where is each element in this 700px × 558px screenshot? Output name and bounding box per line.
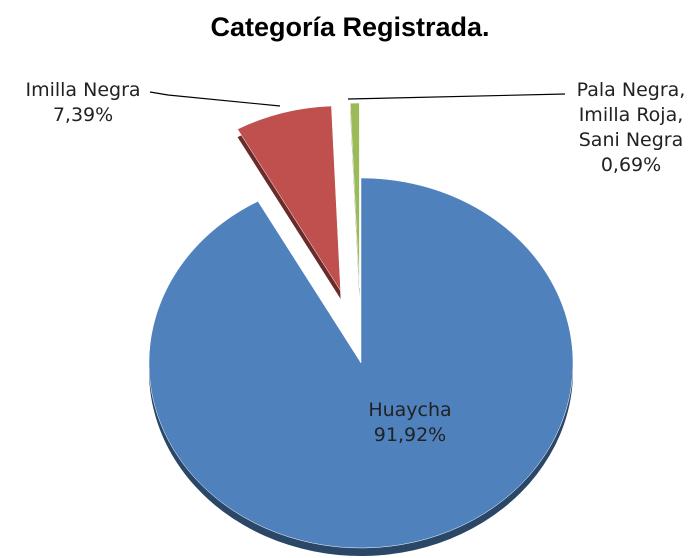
slice-label: Huaycha 91,92% bbox=[330, 398, 490, 448]
category-label: Imilla Negra bbox=[25, 79, 141, 101]
chart-title: Categoría Registrada. bbox=[210, 12, 490, 42]
value-label: 7,39% bbox=[52, 104, 114, 126]
value-label: 91,92% bbox=[373, 424, 447, 446]
slice bbox=[349, 102, 360, 289]
slice-label: Imilla Negra 7,39% bbox=[8, 78, 158, 128]
slice bbox=[148, 177, 574, 549]
category-label: Huaycha bbox=[368, 399, 452, 421]
slice-label: Pala Negra, Imilla Roja, Sani Negra 0,69… bbox=[566, 78, 696, 178]
category-label: Pala Negra, Imilla Roja, Sani Negra bbox=[576, 79, 686, 151]
value-label: 0,69% bbox=[600, 154, 662, 176]
leader-line bbox=[149, 91, 281, 107]
slice bbox=[237, 105, 341, 292]
leader-line bbox=[347, 93, 566, 100]
